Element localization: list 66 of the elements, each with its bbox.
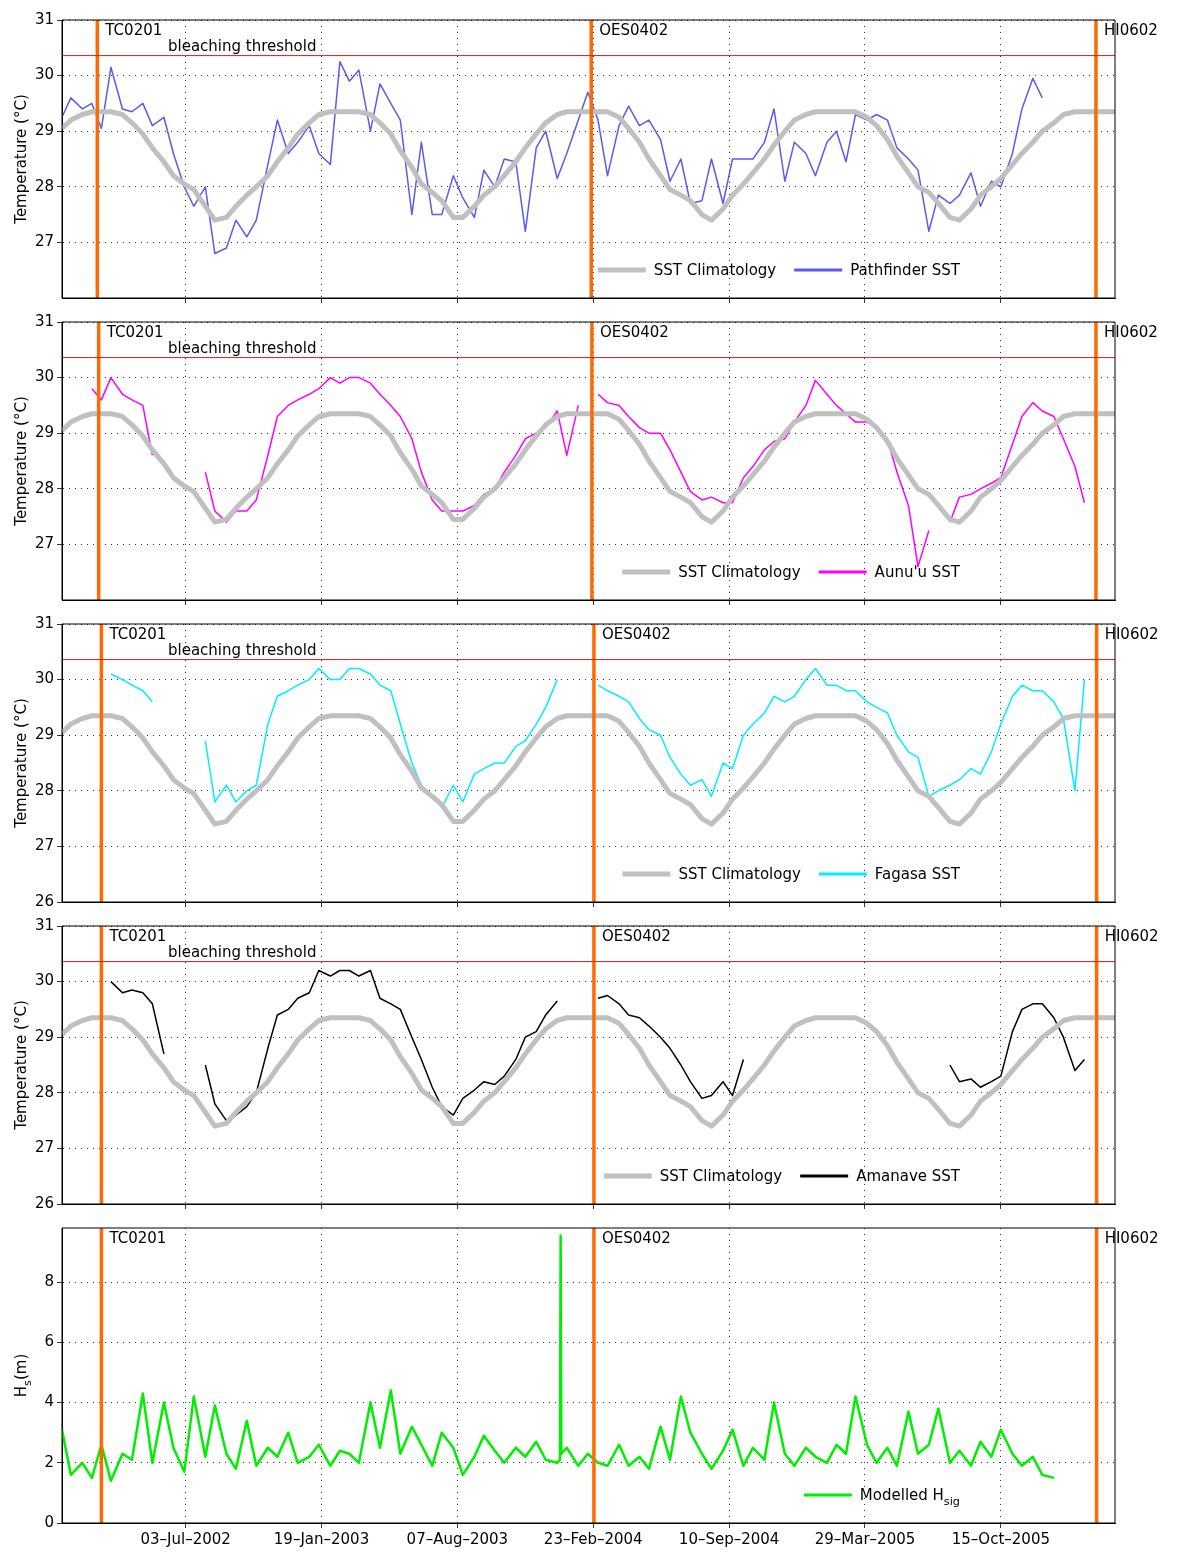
ref-line-label: TC0201 [108, 927, 167, 946]
y-tick-label: 30 [34, 971, 54, 990]
x-tick-label: 23–Feb–2004 [543, 1529, 643, 1548]
ref-line-label: TC0201 [108, 1229, 167, 1248]
ref-line-label: TC0201 [104, 21, 163, 40]
ref-line-label: TC0201 [108, 625, 167, 644]
y-tick-label: 29 [34, 121, 54, 140]
ref-line-label: HI0602 [1104, 927, 1159, 946]
y-tick-label: 27 [34, 534, 54, 553]
y-tick-label: 28 [34, 780, 54, 799]
y-tick-label: 2 [44, 1452, 54, 1471]
ref-line-label: HI0602 [1103, 21, 1158, 40]
y-tick-label: 30 [34, 669, 54, 688]
y-tick-label: 6 [44, 1332, 54, 1351]
y-tick-label: 28 [34, 1082, 54, 1101]
legend-label: SST Climatology [678, 563, 801, 581]
ref-line-label: OES0402 [599, 323, 669, 342]
ref-line-label: bleaching threshold [168, 36, 317, 55]
y-tick-label: 29 [34, 423, 54, 442]
ref-line-label: TC0201 [105, 323, 164, 342]
y-tick-label: 31 [34, 9, 54, 28]
y-axis-title: Temperature (°C) [12, 1000, 30, 1131]
y-tick-label: 8 [44, 1272, 54, 1291]
ref-line-label: bleaching threshold [168, 338, 317, 357]
ref-line-label: HI0602 [1104, 1229, 1159, 1248]
legend-label: Pathfinder SST [850, 261, 961, 279]
ref-line-label: bleaching threshold [168, 640, 317, 659]
y-tick-label: 31 [34, 311, 54, 330]
y-tick-label: 29 [34, 1027, 54, 1046]
y-tick-label: 27 [34, 836, 54, 855]
ref-line-label: HI0602 [1104, 625, 1159, 644]
y-axis-title: Temperature (°C) [12, 94, 30, 225]
y-tick-label: 26 [34, 891, 54, 910]
y-tick-label: 27 [34, 232, 54, 251]
ref-line-label: OES0402 [599, 21, 669, 40]
legend-label: Aunu'u SST [874, 563, 961, 581]
x-tick-label: 29–Mar–2005 [814, 1529, 916, 1548]
y-tick-label: 31 [34, 613, 54, 632]
x-tick-label: 07–Aug–2003 [406, 1529, 509, 1548]
y-tick-label: 28 [34, 176, 54, 195]
legend-label: SST Climatology [653, 261, 777, 279]
y-tick-label: 0 [44, 1512, 54, 1531]
y-tick-label: 31 [34, 915, 54, 934]
y-tick-label: 29 [34, 725, 54, 744]
y-tick-label: 26 [34, 1193, 54, 1212]
x-tick-label: 03–Jul–2002 [140, 1529, 231, 1548]
legend-label: SST Climatology [659, 1167, 783, 1185]
ref-line-label: HI0602 [1103, 323, 1158, 342]
y-tick-label: 28 [34, 478, 54, 497]
y-axis-title: Temperature (°C) [12, 698, 30, 829]
ref-line-label: OES0402 [601, 625, 671, 644]
x-tick-label: 19–Jan–2003 [273, 1529, 370, 1548]
y-axis-title: Temperature (°C) [12, 396, 30, 527]
legend-label: SST Climatology [678, 865, 801, 883]
ref-line-label: OES0402 [601, 927, 671, 946]
legend-label: Amanave SST [856, 1167, 961, 1185]
y-tick-label: 30 [34, 367, 54, 386]
ref-line-label: bleaching threshold [168, 942, 317, 961]
x-tick-label: 10–Sep–2004 [678, 1529, 780, 1548]
y-tick-label: 30 [34, 65, 54, 84]
y-tick-label: 27 [34, 1138, 54, 1157]
x-tick-label: 15–Oct–2005 [951, 1529, 1050, 1548]
ref-line-label: OES0402 [601, 1229, 671, 1248]
y-tick-label: 4 [44, 1392, 54, 1411]
y-axis-title: Hs(m) [12, 1353, 34, 1398]
legend-label: Fagasa SST [874, 865, 961, 883]
